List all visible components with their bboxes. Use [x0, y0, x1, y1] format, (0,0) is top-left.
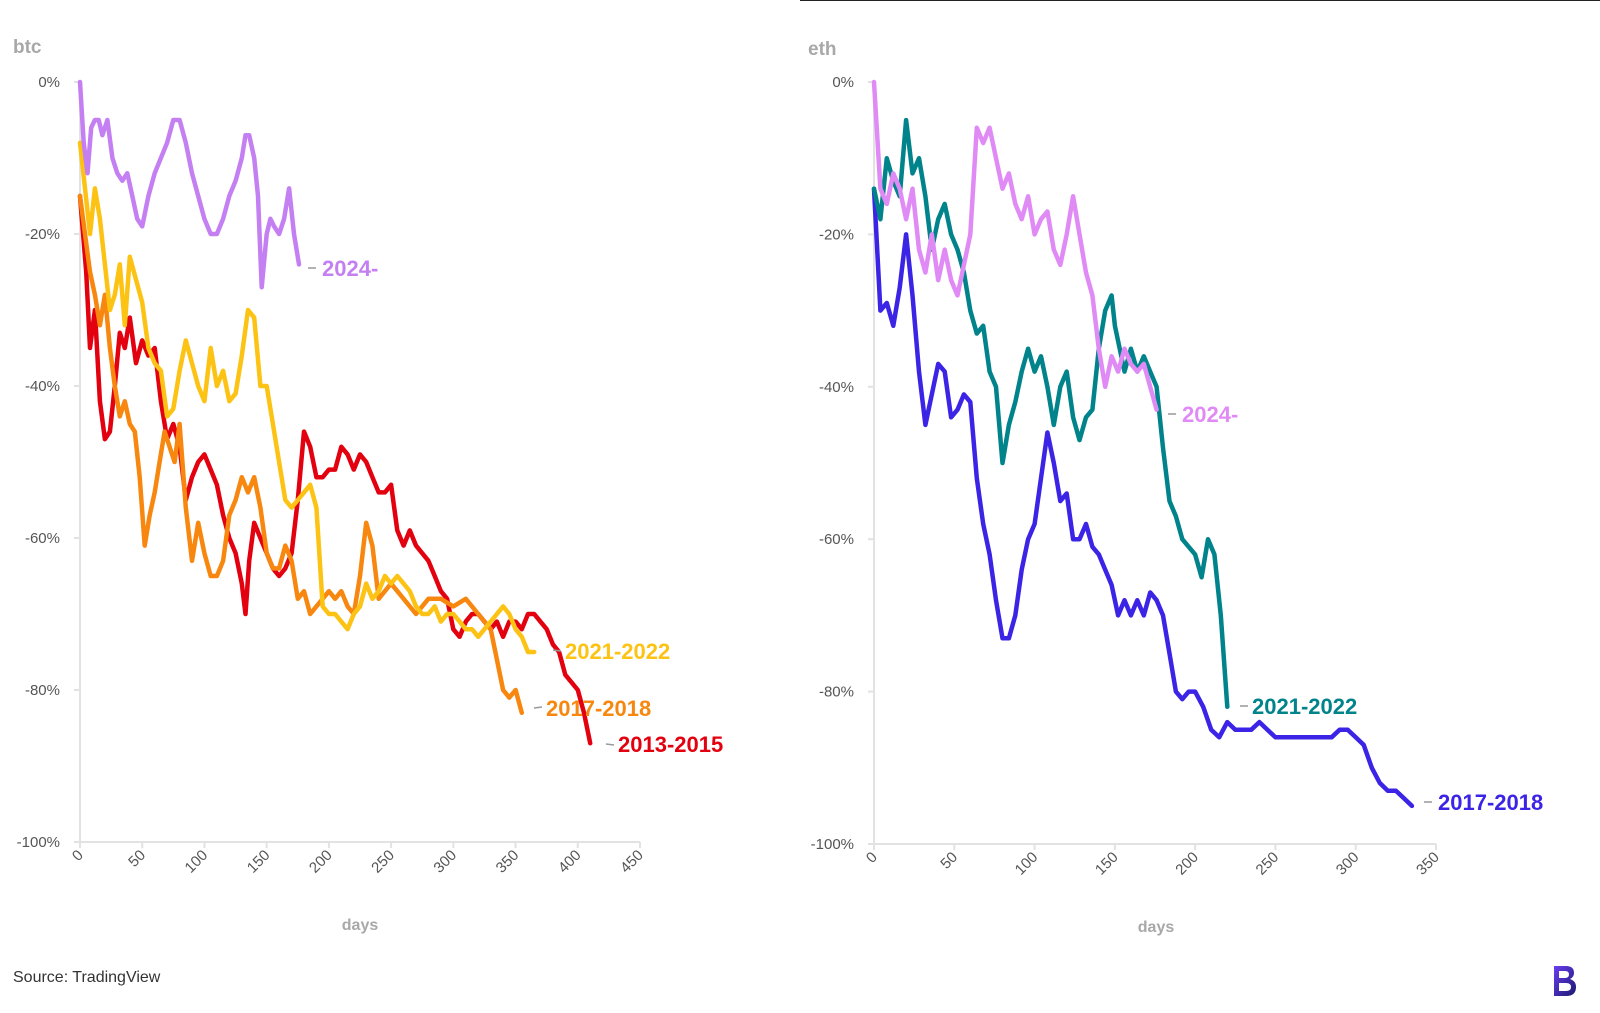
- series-line-2017-2018: [871, 186, 1415, 809]
- x-tick-label: 0: [863, 849, 881, 867]
- y-tick-label: -20%: [819, 226, 854, 243]
- x-tick-label: 200: [306, 847, 336, 877]
- y-tick-label: -40%: [819, 379, 854, 396]
- y-tick-label: -20%: [25, 226, 60, 243]
- series-label-2017-2018: 2017-2018: [1438, 790, 1543, 815]
- x-tick-label: 150: [244, 847, 274, 877]
- x-tick-label: 150: [1092, 849, 1122, 879]
- x-tick-label: 50: [125, 847, 149, 871]
- chart-title: btc: [13, 37, 42, 58]
- series-line-2013-2015: [77, 193, 593, 746]
- series-label-leader: [552, 649, 562, 652]
- series-label-2021-2022: 2021-2022: [1252, 694, 1357, 719]
- series-label-2021-2022: 2021-2022: [565, 639, 670, 664]
- y-tick-label: 0%: [38, 74, 60, 91]
- series-label-2024-: 2024-: [1182, 402, 1238, 427]
- series-line-2024-: [871, 79, 1159, 412]
- x-tick-label: 450: [617, 847, 647, 877]
- x-tick-label: 200: [1172, 849, 1202, 879]
- x-axis-label: days: [342, 917, 379, 934]
- x-tick-label: 350: [493, 847, 523, 877]
- y-tick-label: -100%: [811, 836, 854, 853]
- x-tick-label: 50: [937, 849, 961, 873]
- series-line-2021-2022: [77, 140, 537, 655]
- x-axis-label: days: [1138, 919, 1175, 936]
- series-label-2024-: 2024-: [322, 256, 378, 281]
- x-tick-label: 300: [430, 847, 460, 877]
- series-label-leader: [605, 743, 615, 746]
- chart-title: eth: [808, 39, 837, 60]
- x-tick-label: 350: [1413, 849, 1443, 879]
- brand-logo-icon: [1554, 966, 1576, 996]
- series-label-2017-2018: 2017-2018: [546, 696, 651, 721]
- series-line-2024-: [77, 79, 302, 290]
- y-tick-label: -80%: [819, 684, 854, 701]
- y-tick-label: -60%: [819, 531, 854, 548]
- y-tick-label: -80%: [25, 682, 60, 699]
- y-tick-label: 0%: [832, 74, 854, 91]
- source-note: Source: TradingView: [13, 969, 161, 986]
- btc-chart-panel: btc 0% -20% -40% -60% -80% -100% 0 50 100 150 200 25…: [13, 37, 723, 934]
- y-tick-label: -40%: [25, 378, 60, 395]
- x-tick-label: 250: [1253, 849, 1283, 879]
- eth-chart-panel: eth 0% -20% -40% -60% -80% -100% 0 50 100 150 200 25…: [808, 39, 1543, 936]
- x-tick-label: 100: [1012, 849, 1042, 879]
- x-tick-label: 0: [69, 847, 87, 865]
- x-tick-label: 300: [1333, 849, 1363, 879]
- x-tick-label: 250: [368, 847, 398, 877]
- x-tick-label: 400: [555, 847, 585, 877]
- x-tick-label: 100: [182, 847, 212, 877]
- series-label-2013-2015: 2013-2015: [618, 732, 723, 757]
- series-line-2017-2018: [77, 193, 525, 716]
- series-label-leader: [533, 706, 543, 709]
- y-tick-label: -60%: [25, 530, 60, 547]
- y-tick-label: -100%: [17, 834, 60, 851]
- top-border-rule: [800, 0, 1600, 1]
